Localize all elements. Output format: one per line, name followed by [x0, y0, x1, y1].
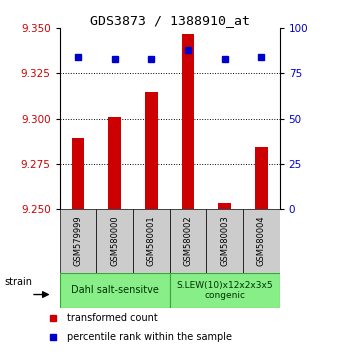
- Title: GDS3873 / 1388910_at: GDS3873 / 1388910_at: [90, 14, 250, 27]
- Bar: [145, 92, 158, 209]
- Text: S.LEW(10)x12x2x3x5
congenic: S.LEW(10)x12x2x3x5 congenic: [176, 281, 273, 300]
- Bar: [72, 138, 85, 209]
- Bar: [96, 209, 133, 273]
- Bar: [181, 34, 194, 209]
- Bar: [133, 209, 170, 273]
- Text: Dahl salt-sensitve: Dahl salt-sensitve: [71, 285, 159, 295]
- Text: strain: strain: [5, 278, 33, 287]
- Text: GSM580004: GSM580004: [257, 215, 266, 266]
- Text: GSM580002: GSM580002: [183, 215, 192, 266]
- Text: percentile rank within the sample: percentile rank within the sample: [67, 332, 232, 342]
- Bar: [206, 209, 243, 273]
- Bar: [169, 273, 280, 308]
- Bar: [60, 273, 169, 308]
- Text: GSM580003: GSM580003: [220, 215, 229, 266]
- Bar: [243, 209, 280, 273]
- Bar: [218, 204, 231, 209]
- Bar: [60, 209, 96, 273]
- Text: GSM579999: GSM579999: [74, 215, 83, 266]
- Text: GSM580001: GSM580001: [147, 215, 156, 266]
- Bar: [108, 117, 121, 209]
- Bar: [255, 148, 268, 209]
- Text: transformed count: transformed count: [67, 313, 158, 323]
- Bar: [169, 209, 206, 273]
- Text: GSM580000: GSM580000: [110, 215, 119, 266]
